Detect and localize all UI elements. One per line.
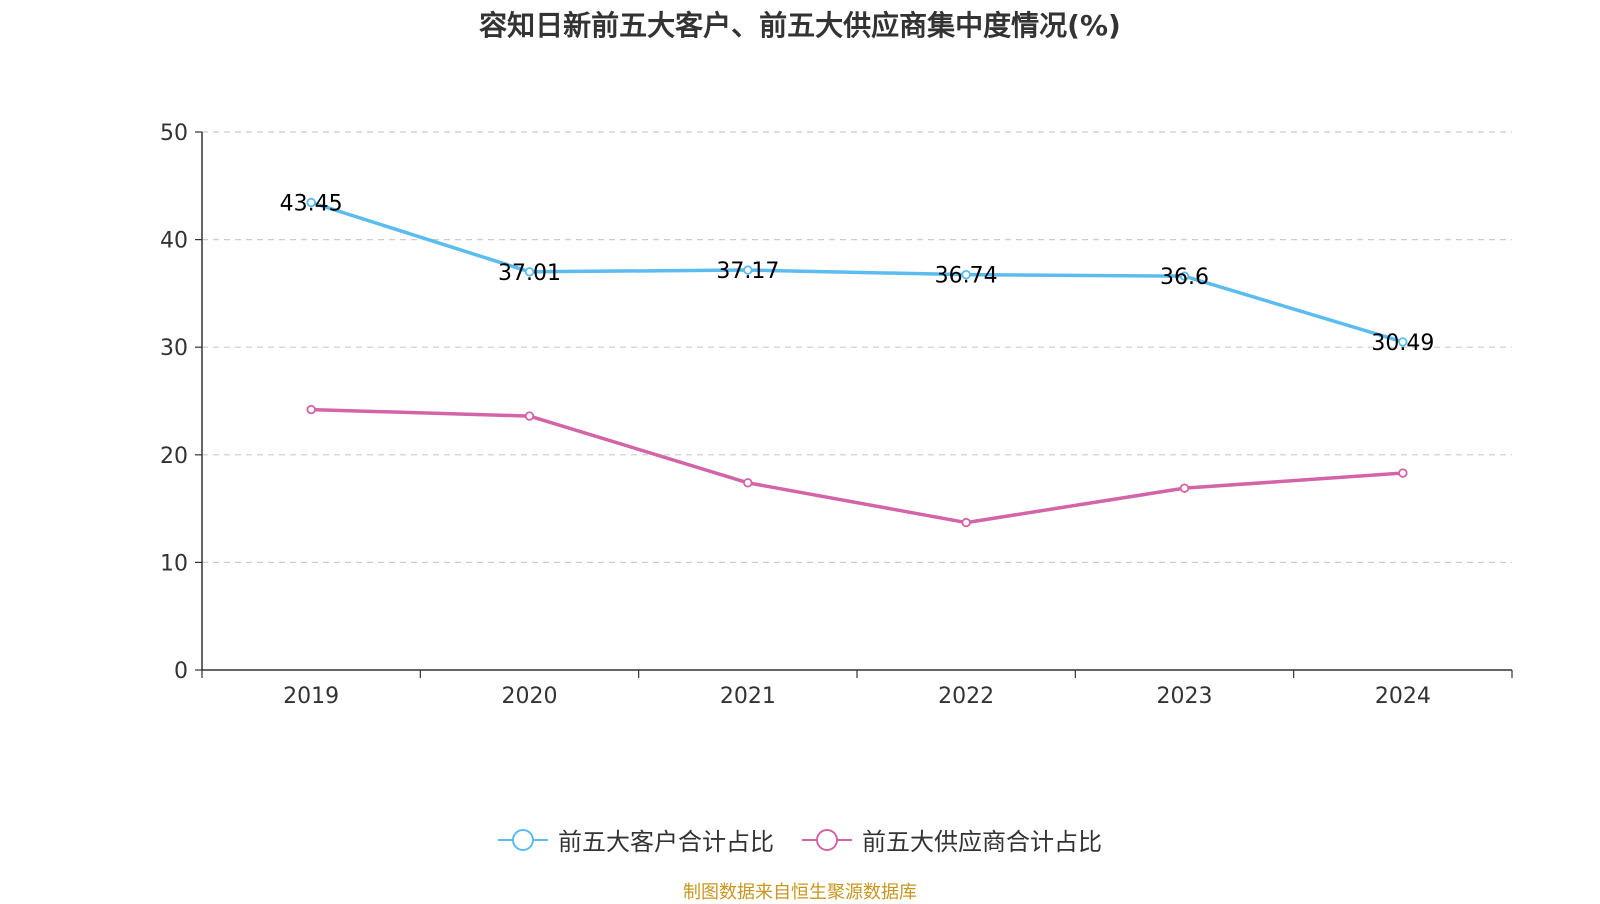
axes: 0 10 20 30 40 50 2019 2020 2021 2022 2023 2024: [160, 121, 1513, 709]
x-tick-label: 2021: [720, 684, 776, 709]
data-label: 30.49: [1371, 331, 1434, 356]
series-group: [306, 197, 1408, 528]
x-tick-label: 2019: [283, 684, 339, 709]
y-tick-label: 50: [160, 121, 188, 146]
data-labels: 43.45 37.01 37.17 36.74 36.6 30.49: [280, 191, 1435, 355]
data-point: [1398, 337, 1408, 347]
x-tick-label: 2020: [502, 684, 558, 709]
data-point: [306, 197, 316, 208]
data-point: [1398, 468, 1408, 478]
legend-label-suppliers: 前五大供应商合计占比: [862, 828, 1102, 856]
data-label: 37.17: [716, 259, 779, 284]
data-point: [743, 478, 753, 488]
data-label: 43.45: [280, 191, 343, 216]
data-point: [961, 517, 971, 528]
data-point: [743, 265, 753, 275]
legend-marker-customers: [498, 828, 548, 851]
y-tick-label: 20: [160, 444, 188, 469]
data-label: 36.74: [935, 264, 998, 289]
series-line: [310, 200, 1404, 344]
y-tick-label: 10: [160, 551, 188, 576]
y-tick-label: 0: [174, 659, 188, 684]
legend-label-customers: 前五大客户合计占比: [558, 828, 774, 856]
source-note: 制图数据来自恒生聚源数据库: [683, 882, 917, 903]
data-label: 37.01: [498, 261, 561, 286]
x-tick-label: 2024: [1375, 684, 1431, 709]
series-line: [311, 407, 1403, 525]
y-tick-label: 30: [160, 336, 188, 361]
data-point: [1179, 271, 1190, 281]
data-point: [524, 411, 535, 421]
legend-item-customers[interactable]: 前五大客户合计占比: [498, 822, 774, 857]
legend: 前五大客户合计占比 前五大供应商合计占比: [0, 822, 1600, 857]
chart-title: 容知日新前五大客户、前五大供应商集中度情况(%): [479, 9, 1121, 42]
data-point: [306, 404, 316, 415]
data-point: [961, 269, 971, 280]
data-label: 36.6: [1160, 265, 1209, 290]
legend-item-suppliers[interactable]: 前五大供应商合计占比: [802, 822, 1102, 857]
data-point: [1179, 483, 1190, 493]
x-tick-label: 2023: [1157, 684, 1213, 709]
x-tick-label: 2022: [938, 684, 994, 709]
legend-marker-suppliers: [802, 828, 852, 851]
y-tick-label: 40: [160, 229, 188, 254]
grid-lines: [202, 131, 1512, 564]
data-point: [524, 267, 535, 277]
